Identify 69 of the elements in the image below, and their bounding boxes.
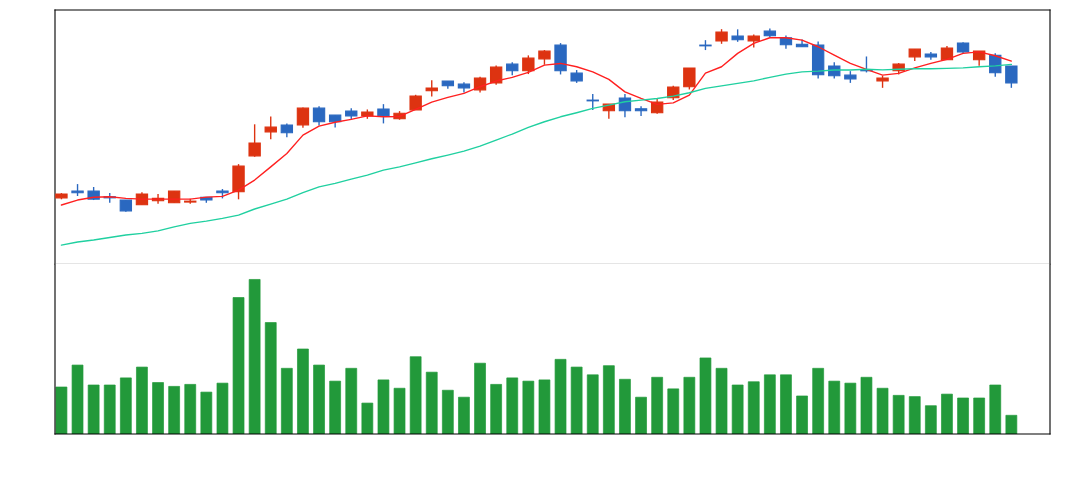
bar	[329, 380, 341, 434]
bar	[168, 386, 180, 434]
bar	[715, 367, 728, 434]
bar	[506, 377, 519, 434]
bar	[87, 384, 100, 434]
bar	[103, 384, 116, 434]
bar	[876, 387, 889, 434]
bar	[248, 279, 261, 434]
bar	[925, 405, 937, 434]
bar	[200, 391, 213, 434]
bar	[184, 384, 197, 434]
bar	[957, 397, 969, 434]
candlestick	[634, 105, 648, 117]
bar	[152, 382, 164, 434]
bar	[941, 393, 953, 434]
bar	[860, 376, 873, 434]
bar	[442, 389, 454, 434]
bar	[635, 396, 647, 434]
bar	[474, 362, 486, 434]
bar	[297, 348, 309, 434]
bar	[796, 395, 808, 434]
bar	[71, 364, 84, 434]
bar	[522, 380, 535, 434]
bar	[55, 386, 68, 434]
bar	[120, 377, 132, 434]
bar	[651, 376, 663, 434]
candlestick	[377, 103, 390, 125]
bar	[458, 396, 470, 434]
bar	[747, 381, 760, 434]
bar	[409, 356, 422, 434]
bar	[264, 322, 277, 434]
bar	[281, 367, 293, 434]
candlestick	[296, 106, 310, 129]
candlestick	[312, 105, 326, 127]
bar	[345, 367, 358, 434]
bar	[603, 365, 615, 434]
bar	[828, 380, 841, 434]
bar	[538, 379, 551, 434]
bar	[619, 378, 631, 434]
bar	[780, 374, 792, 434]
bar	[313, 364, 325, 434]
bar	[699, 357, 712, 434]
bar	[989, 384, 1002, 434]
bar	[586, 374, 599, 434]
candlestick	[1005, 65, 1018, 89]
bar	[377, 379, 390, 434]
bar	[570, 366, 583, 434]
bar	[908, 396, 921, 434]
bar	[216, 382, 229, 434]
bar	[683, 376, 696, 434]
bar	[1005, 414, 1018, 434]
bar	[731, 384, 744, 434]
bar	[490, 384, 502, 434]
bar	[393, 387, 406, 434]
bar	[764, 374, 776, 434]
bar	[425, 371, 438, 434]
bar	[892, 395, 905, 434]
candlestick	[248, 123, 261, 158]
candlestick	[264, 115, 277, 140]
bar	[973, 397, 985, 434]
candlestick	[683, 67, 696, 91]
bar	[554, 359, 567, 434]
bar	[812, 367, 824, 434]
bar	[667, 388, 680, 434]
bar	[232, 297, 245, 434]
bar	[361, 402, 374, 434]
bar	[136, 366, 148, 434]
bar	[844, 382, 857, 434]
candlestick	[522, 54, 535, 75]
